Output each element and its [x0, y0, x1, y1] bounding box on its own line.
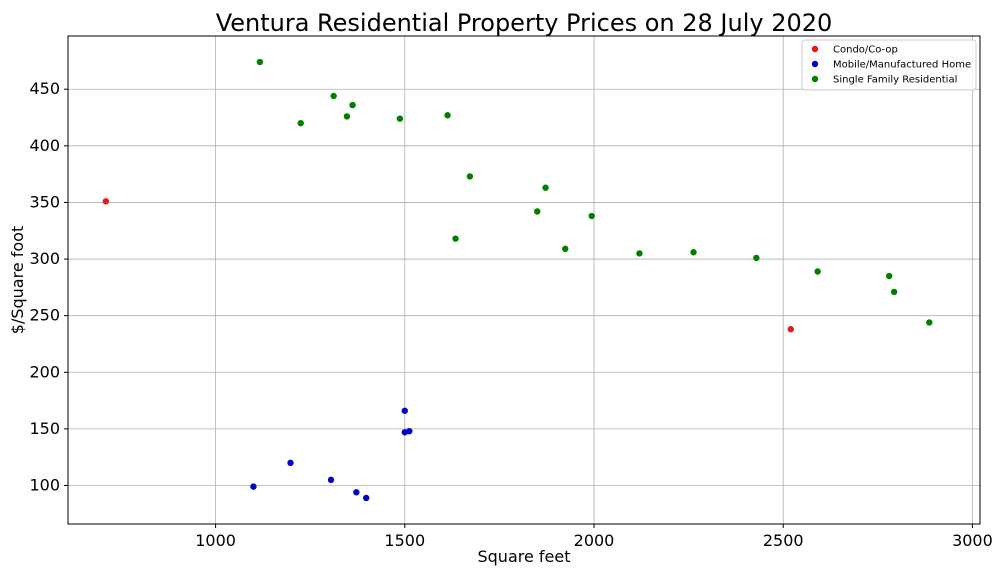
data-point [256, 58, 264, 66]
data-point [102, 198, 110, 205]
axis-ticks: 1000 1500 2000 2500 3000 100 150 200 250 300 350 40… [29, 79, 992, 550]
x-tick-label: 1000 [195, 531, 236, 550]
legend-label: Mobile/Manufactured Home [833, 60, 971, 71]
data-point [787, 326, 794, 333]
x-tick-label: 1500 [384, 531, 425, 550]
x-tick-label: 2000 [574, 531, 615, 550]
data-point [444, 112, 451, 119]
data-point [250, 483, 257, 490]
grid-lines [68, 36, 980, 524]
y-tick-label: 150 [29, 419, 60, 438]
data-point [588, 212, 595, 220]
data-point [466, 173, 474, 180]
data-point [452, 235, 459, 242]
data-point [885, 272, 893, 280]
data-point [349, 101, 356, 109]
data-point [636, 250, 643, 257]
x-tick-label: 3000 [952, 531, 993, 550]
y-axis-label: $/Square foot [8, 226, 27, 334]
data-point [343, 113, 351, 120]
data-point [534, 208, 541, 215]
legend-marker [811, 75, 819, 83]
data-point [330, 92, 337, 100]
data-point [287, 459, 294, 467]
y-tick-label: 450 [29, 79, 60, 98]
x-axis-label: Square feet [477, 547, 570, 566]
y-tick-label: 350 [29, 192, 60, 211]
y-tick-label: 250 [29, 306, 60, 325]
y-tick-label: 400 [29, 136, 60, 155]
data-point [753, 254, 760, 262]
data-point [327, 476, 335, 484]
data-point [396, 115, 404, 122]
data-point [690, 249, 697, 256]
legend: Condo/Co-op Mobile/Manufactured Home Singl… [801, 39, 977, 91]
data-point [401, 407, 408, 414]
data-point [562, 245, 569, 253]
data-point [542, 184, 549, 191]
plot-frame [67, 35, 981, 525]
y-tick-label: 100 [29, 476, 60, 495]
data-point [297, 119, 304, 127]
data-point [362, 494, 370, 502]
data-point [890, 288, 898, 296]
data-point [406, 427, 413, 435]
x-tick-label: 2500 [763, 531, 804, 550]
data-point [353, 489, 360, 496]
y-tick-label: 300 [29, 249, 60, 268]
legend-marker [811, 45, 819, 53]
chart-title: Ventura Residential Property Prices on 2… [216, 9, 833, 37]
legend-label: Single Family Residential [833, 75, 957, 86]
legend-box [801, 39, 977, 91]
data-point [926, 319, 933, 326]
y-tick-label: 200 [29, 362, 60, 381]
data-points [102, 58, 933, 502]
legend-marker [811, 60, 819, 68]
data-point [814, 268, 821, 275]
legend-label: Condo/Co-op [833, 45, 898, 56]
